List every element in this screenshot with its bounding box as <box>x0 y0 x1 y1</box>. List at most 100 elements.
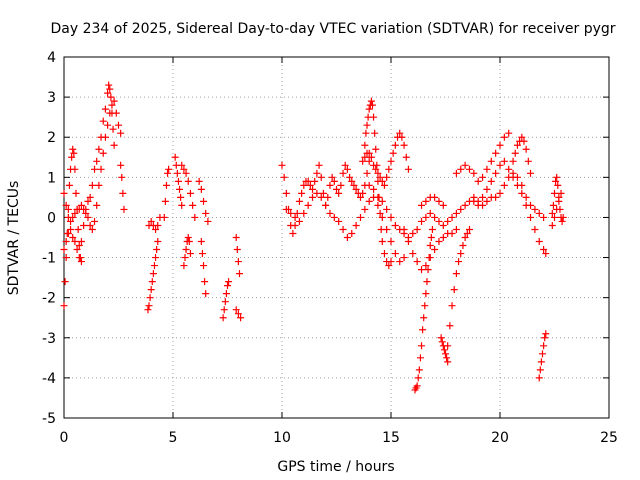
data-point <box>446 322 454 330</box>
data-point <box>367 153 375 161</box>
series-arc-k <box>195 177 212 225</box>
series-arc-a <box>60 81 118 310</box>
data-point <box>117 129 125 137</box>
data-point <box>282 189 290 197</box>
data-point <box>442 350 449 358</box>
data-point <box>343 165 351 173</box>
data-point <box>147 217 155 225</box>
data-point <box>370 113 378 121</box>
data-point <box>465 225 473 233</box>
data-point <box>146 294 154 302</box>
data-point <box>64 213 72 221</box>
data-point <box>378 197 386 205</box>
data-point <box>365 197 373 205</box>
data-point <box>522 201 530 209</box>
data-point <box>93 157 101 165</box>
data-point <box>69 234 77 241</box>
data-point <box>557 189 565 197</box>
data-point <box>304 201 312 209</box>
data-point <box>505 129 513 137</box>
data-point <box>474 197 482 205</box>
x-tick-label: 25 <box>600 430 618 446</box>
data-point <box>181 254 189 262</box>
data-point <box>457 250 465 258</box>
grid-layer <box>64 57 609 418</box>
data-point <box>67 217 75 225</box>
data-point <box>385 262 393 270</box>
data-point <box>178 201 186 209</box>
data-point <box>71 238 79 246</box>
data-point <box>470 193 478 201</box>
data-point <box>548 221 556 229</box>
data-point <box>195 177 203 185</box>
data-point <box>91 165 99 173</box>
data-point <box>330 177 338 185</box>
data-point <box>306 181 314 189</box>
data-point <box>64 205 72 213</box>
data-point <box>548 209 556 217</box>
data-point <box>448 302 456 310</box>
data-point <box>164 169 172 177</box>
data-point <box>165 165 173 173</box>
data-point <box>421 302 429 310</box>
data-point <box>391 250 399 258</box>
data-point <box>444 342 452 350</box>
chart-title: Day 234 of 2025, Sidereal Day-to-day VTE… <box>50 21 615 37</box>
data-point <box>474 177 482 185</box>
data-point <box>422 290 430 298</box>
data-point <box>428 225 436 233</box>
data-point <box>531 225 539 233</box>
data-point <box>173 169 181 177</box>
data-point <box>317 173 325 181</box>
data-point <box>112 109 120 117</box>
data-point <box>496 189 504 197</box>
data-point <box>120 205 128 213</box>
data-point <box>423 278 431 286</box>
data-point <box>322 201 330 209</box>
y-tick-label: 4 <box>47 50 56 66</box>
data-point <box>400 254 408 262</box>
series-arc-w <box>418 193 447 209</box>
data-point <box>337 181 345 189</box>
series-arc-n <box>232 234 243 278</box>
data-point <box>235 270 243 278</box>
data-point <box>452 225 460 233</box>
data-point <box>237 314 245 322</box>
data-point <box>62 254 70 262</box>
data-point <box>330 213 338 221</box>
data-point <box>180 262 188 270</box>
data-point <box>117 161 125 169</box>
data-point <box>376 173 384 181</box>
data-point <box>70 149 78 157</box>
y-tick-label: -1 <box>42 251 56 267</box>
data-point <box>295 197 303 205</box>
data-point <box>118 173 126 181</box>
data-point <box>413 225 421 233</box>
data-point <box>426 209 434 217</box>
data-point <box>359 189 367 197</box>
data-point <box>154 238 162 246</box>
data-point <box>71 165 79 173</box>
data-point <box>537 358 545 366</box>
data-point <box>280 173 288 181</box>
tick-layer: -5 -4 -3 -2 -1 0 1 2 3 4 0 5 10 15 20 25 <box>42 50 618 446</box>
data-point <box>465 165 473 173</box>
data-point <box>452 270 460 278</box>
data-point <box>222 290 230 298</box>
data-point <box>414 374 422 382</box>
data-point <box>62 201 70 209</box>
data-point <box>509 173 517 181</box>
data-point <box>531 205 539 213</box>
data-point <box>202 209 210 217</box>
data-point <box>80 205 88 213</box>
series-arc-ee <box>548 189 565 229</box>
data-point <box>554 181 562 189</box>
data-point <box>232 306 240 314</box>
data-point <box>492 149 500 157</box>
y-axis-label: SDTVAR / TECUs <box>6 181 22 296</box>
data-point <box>119 189 127 197</box>
data-point <box>333 185 340 193</box>
series-arc-j <box>180 234 194 270</box>
data-point <box>324 193 332 201</box>
